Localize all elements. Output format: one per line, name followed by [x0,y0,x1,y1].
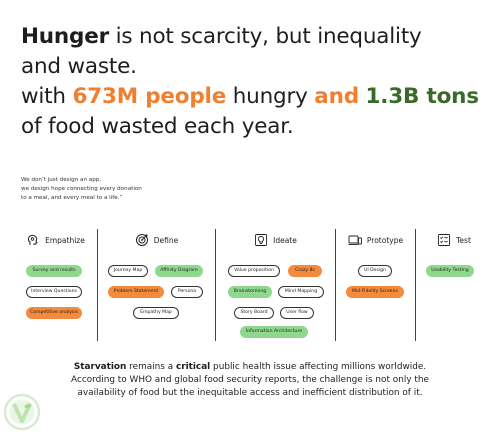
column-header-ideate: Ideate [216,232,335,248]
summary-text-2: public health issue affecting millions w… [210,362,427,372]
pill-empathy-map: Empathy Map [133,307,179,319]
pill-mid-fidelity-screens: Mid-Fidelity Screens [346,286,404,298]
pill-interview-questions: Interview Questions [26,286,82,298]
target-icon [135,234,148,246]
pill-problem-statement: Problem Statement [108,286,164,298]
headline-line-1-rest: is not scarcity, but inequality [108,24,422,49]
quote-line-2: we design hope connecting every donation [21,186,142,192]
stat-people: 673M people [72,84,227,109]
column-label: Empathize [45,235,85,245]
pill-information-architecture: Information Architecture [240,326,308,338]
summary-text-1: remains a [126,362,176,372]
app-logo-icon [3,393,41,431]
pill-affinity-diagram: Affinity Diagram [155,265,203,277]
headline-line-2: and waste. [21,54,137,79]
pill-value-proposition: Value proposition [228,265,280,277]
pill-ui-design: UI Design [358,265,392,277]
word-critical: critical [175,362,211,372]
pill-crazy-8s: Crazy 8s [288,265,322,277]
word-starvation: Starvation [73,362,127,372]
summary-line-2: According to WHO and global food securit… [71,375,429,385]
headline-hunger: Hunger [21,24,109,49]
headline-and: and [314,84,359,109]
pill-user-flow: User flow [280,307,314,319]
pill-story-board: Story Board [234,307,274,319]
column-label: Define [153,235,179,245]
quote-line-1: We don’t just design an app, [21,177,102,183]
headline-line-1: Hunger is not scarcity, but inequality [21,22,491,52]
column-header-test: Test [416,232,492,248]
column-label: Ideate [273,235,297,245]
column-test: Test Usability Testing [415,229,492,341]
column-define: Define Journey Map Affinity Diagram Prob… [97,229,215,341]
column-label: Prototype [366,235,404,245]
pill-survey-results: Survey and results [26,265,82,277]
headline-line-4: of food wasted each year. [21,114,294,139]
column-header-prototype: Prototype [336,232,415,248]
headline: Hunger is not scarcity, but inequality a… [21,22,491,142]
quote-line-3: to a meal, and every meal to a life.” [21,195,123,201]
headline-hungry: hungry [226,84,315,109]
pill-competitive-analysis: Competitive analysis [26,307,82,319]
headline-line-3: with 673M people hungry and 1.3B tons [21,82,491,112]
column-header-define: Define [98,232,215,248]
column-ideate: Ideate Value proposition Crazy 8s Brains… [215,229,335,341]
column-label: Test [456,235,471,245]
column-prototype: Prototype UI Design Mid-Fidelity Screens [335,229,415,341]
column-header-empathize: Empathize [14,232,97,248]
stat-tons: 1.3B tons [365,84,480,109]
pill-usability-testing: Usability Testing [426,265,474,277]
summary-line-1: Starvation remains a critical public hea… [30,361,470,374]
pill-brainstorming: Brainstorming [228,286,272,298]
pill-journey-map: Journey Map [108,265,148,277]
headline-space [359,84,366,109]
head-icon [28,234,38,245]
summary-line-3: availability of food but the inequitable… [77,388,423,398]
mission-quote: We don’t just design an app, we design h… [21,176,221,203]
design-process: Empathize Survey and results Interview Q… [14,229,492,341]
pill-mind-mapping: Mind Mapping [278,286,324,298]
checklist-icon [438,234,451,246]
lightbulb-icon [255,234,268,246]
pill-persona: Persona [171,286,203,298]
column-empathize: Empathize Survey and results Interview Q… [14,229,97,341]
summary-paragraph: Starvation remains a critical public hea… [30,361,470,400]
headline-with: with [21,84,73,109]
devices-icon [348,235,362,245]
